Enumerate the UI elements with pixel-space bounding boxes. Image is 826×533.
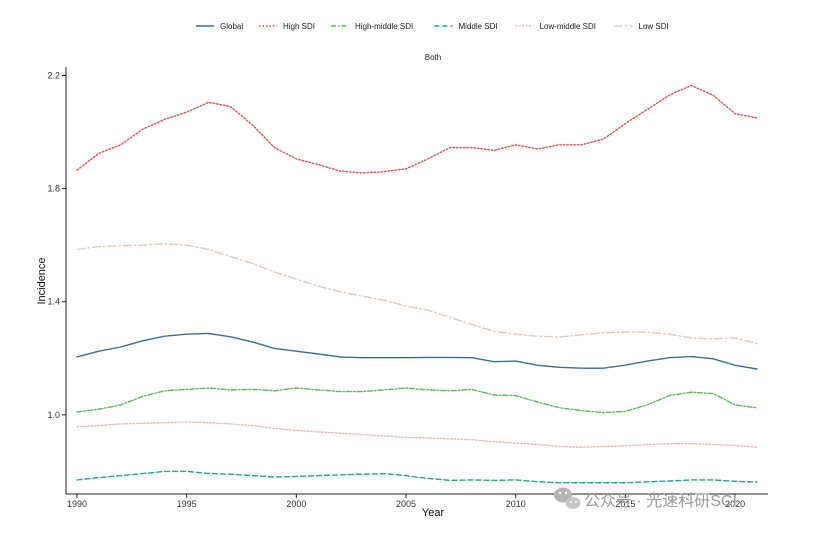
series-layer [76, 84, 758, 484]
legend-label: Middle SDI [459, 22, 498, 31]
legend-item: Low SDI [614, 22, 669, 31]
series-line-low-middle-sdi [76, 421, 758, 448]
legend-item: Middle SDI [434, 22, 498, 31]
y-axis-title: Incidence [36, 257, 48, 304]
series-line-global [76, 332, 758, 370]
x-tick-label: 2015 [615, 499, 635, 509]
wechat-icon [554, 487, 581, 509]
legend-item: Low-middle SDI [515, 22, 596, 31]
y-tick-label: 1.8 [47, 184, 60, 194]
series-line-middle-sdi [76, 470, 758, 484]
legend-item: Global [196, 22, 243, 31]
x-tick-label: 2010 [506, 499, 526, 509]
series-line-high-sdi [76, 84, 758, 174]
x-tick-label: 1995 [177, 499, 197, 509]
x-tick-label: 1990 [67, 499, 87, 509]
legend-label: Low SDI [639, 22, 669, 31]
y-tick-label: 1.0 [47, 410, 60, 420]
x-tick-label: 2000 [286, 499, 306, 509]
series-line-high-middle-sdi [76, 387, 758, 414]
legend-item: High-middle SDI [331, 22, 413, 31]
watermark-text: 公众号 · 光速科研SCI [584, 492, 737, 510]
legend-label: Low-middle SDI [540, 22, 596, 31]
legend-label: Global [220, 22, 243, 31]
legend-item: High SDI [259, 22, 315, 31]
x-axis-ticks: 1990 1995 2000 2005 2010 2015 2020 [67, 494, 745, 509]
legend-label: High-middle SDI [355, 22, 413, 31]
y-tick-label: 1.4 [47, 297, 60, 307]
x-tick-label: 2020 [725, 499, 745, 509]
y-axis-ticks: 1.0 1.4 1.8 2.2 [47, 70, 66, 420]
chart-title: Both [425, 53, 441, 62]
series-line-low-sdi [76, 242, 758, 345]
legend: Global High SDI High-middle SDI Middle SDI L… [196, 22, 669, 31]
y-tick-label: 2.2 [47, 70, 60, 80]
x-axis-title: Year [422, 507, 445, 519]
legend-label: High SDI [283, 22, 315, 31]
x-tick-label: 2005 [396, 499, 416, 509]
watermark: 公众号 · 光速科研SCI [554, 487, 737, 510]
